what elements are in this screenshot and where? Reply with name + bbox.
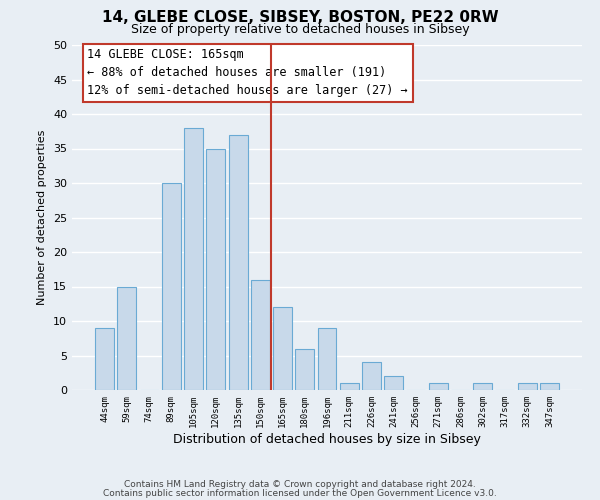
Bar: [384, 376, 403, 390]
Text: Size of property relative to detached houses in Sibsey: Size of property relative to detached ho…: [131, 22, 469, 36]
Bar: [184, 128, 203, 390]
Text: Contains HM Land Registry data © Crown copyright and database right 2024.: Contains HM Land Registry data © Crown c…: [124, 480, 476, 489]
Bar: [118, 286, 136, 390]
Y-axis label: Number of detached properties: Number of detached properties: [37, 130, 47, 305]
Bar: [229, 134, 248, 390]
Bar: [473, 383, 492, 390]
Bar: [251, 280, 270, 390]
Bar: [317, 328, 337, 390]
Bar: [540, 383, 559, 390]
Bar: [518, 383, 536, 390]
Bar: [206, 148, 225, 390]
Bar: [273, 307, 292, 390]
Bar: [295, 348, 314, 390]
Bar: [340, 383, 359, 390]
Bar: [162, 183, 181, 390]
Bar: [429, 383, 448, 390]
X-axis label: Distribution of detached houses by size in Sibsey: Distribution of detached houses by size …: [173, 432, 481, 446]
Text: Contains public sector information licensed under the Open Government Licence v3: Contains public sector information licen…: [103, 488, 497, 498]
Bar: [95, 328, 114, 390]
Text: 14 GLEBE CLOSE: 165sqm
← 88% of detached houses are smaller (191)
12% of semi-de: 14 GLEBE CLOSE: 165sqm ← 88% of detached…: [88, 48, 408, 98]
Text: 14, GLEBE CLOSE, SIBSEY, BOSTON, PE22 0RW: 14, GLEBE CLOSE, SIBSEY, BOSTON, PE22 0R…: [101, 10, 499, 25]
Bar: [362, 362, 381, 390]
